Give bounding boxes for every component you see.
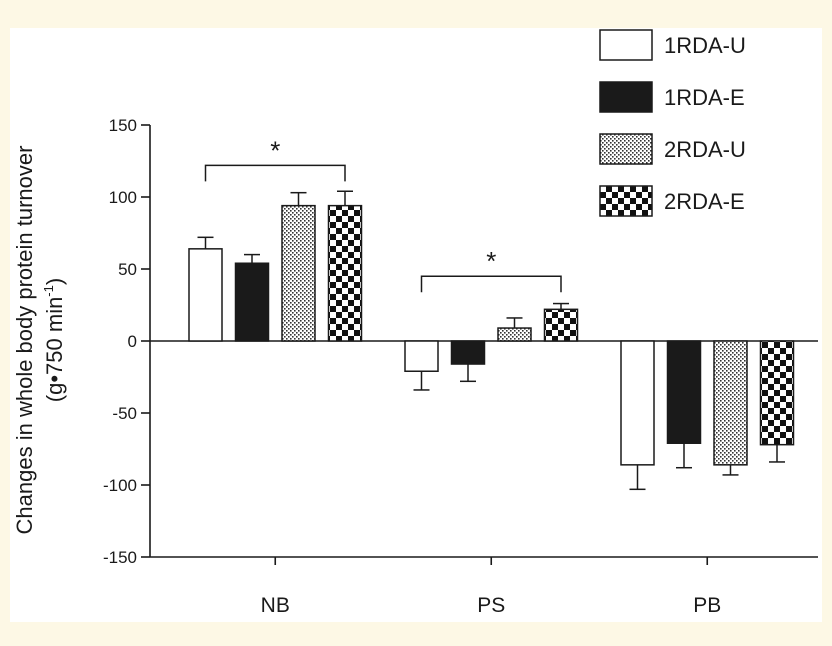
bar [281, 204, 316, 342]
legend: 1RDA-U 1RDA-E 2RDA-U 2RDA-E [599, 29, 746, 217]
bar [543, 308, 579, 342]
x-category-label: NB [261, 594, 290, 617]
bar [327, 204, 363, 342]
legend-label: 1RDA-E [664, 85, 745, 110]
bar [450, 340, 486, 365]
significance-marker: * [270, 135, 280, 165]
legend-label: 2RDA-E [664, 189, 745, 214]
y-tick-label: 50 [118, 260, 137, 279]
bar [404, 340, 439, 372]
y-axis-title-line2: (g•750 min-1) [41, 278, 67, 402]
legend-swatch [599, 133, 653, 165]
legend-swatch [599, 185, 653, 217]
bar [497, 327, 532, 342]
plot-background [10, 28, 822, 622]
bar [666, 340, 702, 444]
bar [234, 262, 270, 342]
y-tick-label: 150 [109, 116, 137, 135]
significance-annotations: ** [204, 135, 562, 293]
legend-label: 2RDA-U [664, 137, 746, 162]
x-category-label: PS [477, 594, 505, 617]
y-axis-title: Changes in whole body protein turnover (… [12, 146, 67, 535]
legend-swatch [599, 81, 653, 113]
bar [759, 340, 795, 446]
y-tick-label: -100 [103, 476, 137, 495]
y-axis-title-line1: Changes in whole body protein turnover [12, 146, 37, 535]
y-tick-label: 0 [128, 332, 137, 351]
y-tick-label: -50 [112, 404, 137, 423]
significance-bracket [420, 275, 562, 293]
y-tick-label: 100 [109, 188, 137, 207]
bar [620, 340, 655, 466]
significance-bracket [204, 164, 346, 182]
y-tick-label: -150 [103, 548, 137, 567]
legend-swatch [599, 29, 653, 61]
bar [713, 340, 748, 466]
x-category-label: PB [693, 594, 721, 617]
significance-marker: * [486, 246, 496, 276]
bars [188, 190, 795, 491]
legend-label: 1RDA-U [664, 33, 746, 58]
bar [188, 248, 223, 342]
